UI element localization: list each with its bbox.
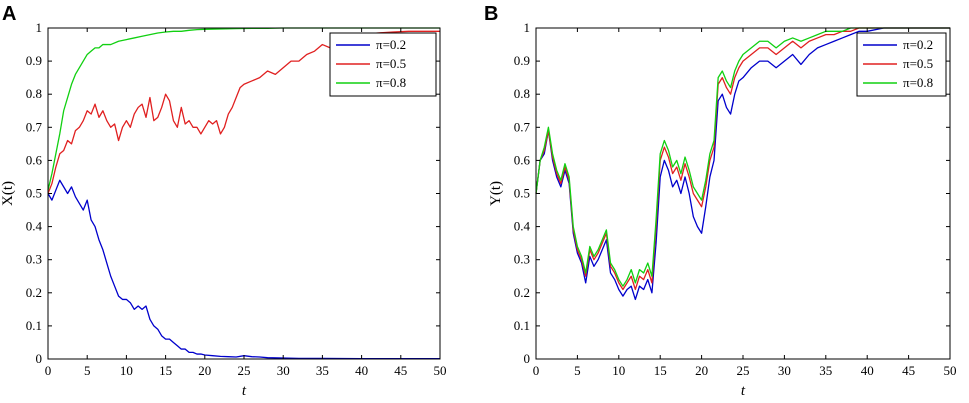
legend: π=0.2 π=0.5 π=0.8 (856, 32, 947, 97)
x-tick-label: 35 (819, 363, 832, 378)
series-line-3 (535, 27, 950, 287)
x-tick-label: 5 (84, 363, 91, 378)
chart-panel-a: A 0 5 10 15 20 25 30 35 40 45 50 0 0.1 0.2 0.3 0.4 0.5 0.6… (0, 3, 447, 399)
x-tick-label: 50 (434, 363, 447, 378)
x-tick-label: 20 (695, 363, 708, 378)
legend: π=0.2 π=0.5 π=0.8 (329, 32, 437, 97)
y-tick-label: 0.9 (514, 53, 530, 68)
series-line-2 (47, 30, 440, 194)
legend-entry-label: π=0.5 (376, 56, 406, 71)
y-tick-label: 0.3 (514, 252, 530, 267)
x-tick-label: 15 (159, 363, 172, 378)
y-tick-label: 0.2 (514, 285, 530, 300)
y-tick-label: 0.7 (26, 119, 43, 134)
y-tick-label: 0.3 (26, 252, 42, 267)
x-tick-label: 15 (654, 363, 667, 378)
x-tick-label: 5 (574, 363, 581, 378)
x-tick-label: 20 (198, 363, 211, 378)
y-tick-label: 0.4 (514, 219, 531, 234)
x-tick-label: 45 (902, 363, 915, 378)
x-tick-label: 25 (238, 363, 251, 378)
y-tick-label: 0.2 (26, 285, 42, 300)
x-tick-label: 0 (533, 363, 540, 378)
y-tick-label: 0.8 (514, 86, 530, 101)
y-tick-label: 1 (36, 20, 43, 35)
x-tick-label: 0 (45, 363, 52, 378)
y-tick-label: 0.5 (26, 186, 42, 201)
y-tick-label: 0.6 (26, 152, 43, 167)
panel-label: B (484, 3, 498, 25)
legend-entry-label: π=0.8 (376, 75, 406, 90)
x-tick-label: 30 (277, 363, 290, 378)
y-tick-label: 0.1 (514, 318, 530, 333)
x-tick-label: 25 (737, 363, 750, 378)
y-tick-label: 0.8 (26, 86, 42, 101)
y-axis-label: X(t) (0, 181, 16, 206)
y-tick-label: 1 (524, 20, 531, 35)
y-tick-label: 0.4 (26, 219, 43, 234)
y-tick-label: 0.5 (514, 186, 530, 201)
y-tick-label: 0.6 (514, 152, 531, 167)
series-group (535, 27, 950, 301)
y-tick-label: 0 (524, 351, 531, 366)
x-axis-label: t (741, 383, 746, 399)
series-line-1 (535, 27, 950, 301)
x-tick-label: 50 (944, 363, 957, 378)
x-tick-label: 10 (120, 363, 133, 378)
x-axis-label: t (242, 383, 247, 399)
legend-entry-label: π=0.5 (903, 56, 933, 71)
series-line-2 (535, 27, 950, 291)
x-tick-label: 40 (355, 363, 368, 378)
y-tick-label: 0.9 (26, 53, 42, 68)
x-tick-label: 35 (316, 363, 329, 378)
y-tick-label: 0.7 (514, 119, 531, 134)
legend-entry-label: π=0.8 (903, 75, 933, 90)
x-tick-label: 10 (612, 363, 625, 378)
panel-label: A (2, 3, 16, 25)
y-tick-label: 0.1 (26, 318, 42, 333)
y-axis-label: Y(t) (488, 181, 504, 206)
y-tick-label: 0 (36, 351, 43, 366)
legend-entry-label: π=0.2 (376, 37, 406, 52)
legend-entry-label: π=0.2 (903, 37, 933, 52)
x-tick-label: 40 (861, 363, 874, 378)
chart-panel-b: B 0 5 10 15 20 25 30 35 40 45 50 0 0.1 0.2 0.3 0.4 0.5 0.6… (484, 3, 957, 399)
x-tick-label: 30 (778, 363, 791, 378)
x-tick-label: 45 (394, 363, 407, 378)
